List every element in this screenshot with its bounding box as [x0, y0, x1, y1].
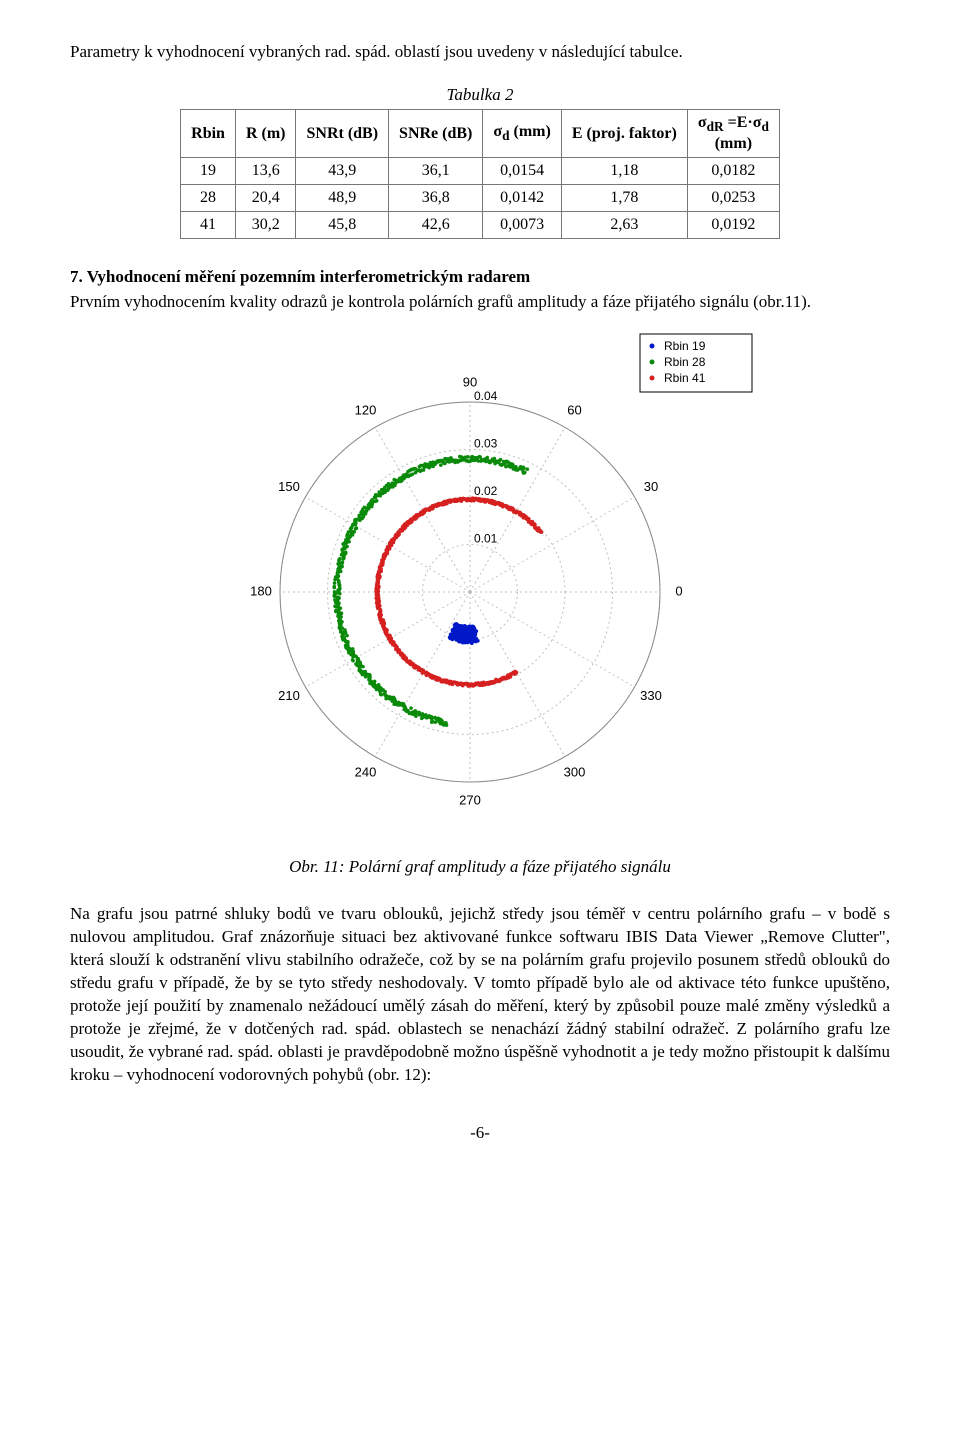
svg-text:60: 60 — [567, 403, 581, 418]
intro-paragraph: Parametry k vyhodnocení vybraných rad. s… — [70, 41, 890, 63]
table-row: 2820,448,936,80,01421,780,0253 — [181, 185, 780, 212]
table-cell: 48,9 — [296, 185, 389, 212]
col-rbin: Rbin — [181, 110, 236, 158]
col-snrt: SNRt (dB) — [296, 110, 389, 158]
table-cell: 1,78 — [561, 185, 687, 212]
svg-text:150: 150 — [278, 479, 300, 494]
svg-text:Rbin 28: Rbin 28 — [664, 355, 706, 369]
table-cell: 42,6 — [389, 212, 483, 239]
col-e-proj: E (proj. faktor) — [561, 110, 687, 158]
svg-text:30: 30 — [644, 479, 658, 494]
svg-text:0: 0 — [675, 584, 682, 599]
svg-text:Rbin 41: Rbin 41 — [664, 371, 706, 385]
table-cell: 0,0073 — [483, 212, 561, 239]
page-number: -6- — [70, 1123, 890, 1143]
svg-text:270: 270 — [459, 793, 481, 808]
table-cell: 43,9 — [296, 158, 389, 185]
svg-text:120: 120 — [355, 403, 377, 418]
col-snre: SNRe (dB) — [389, 110, 483, 158]
svg-text:330: 330 — [640, 688, 662, 703]
svg-text:Rbin 19: Rbin 19 — [664, 339, 706, 353]
discussion-paragraph: Na grafu jsou patrné shluky bodů ve tvar… — [70, 903, 890, 1087]
table-row: 1913,643,936,10,01541,180,0182 — [181, 158, 780, 185]
table-row: 4130,245,842,60,00732,630,0192 — [181, 212, 780, 239]
col-sigma-dr: σdR =E·σd(mm) — [687, 110, 779, 158]
section7-heading: 7. Vyhodnocení měření pozemním interfero… — [70, 267, 890, 287]
table-cell: 0,0253 — [687, 185, 779, 212]
svg-text:0.02: 0.02 — [474, 484, 498, 498]
svg-text:210: 210 — [278, 688, 300, 703]
table-cell: 36,8 — [389, 185, 483, 212]
table-cell: 0,0142 — [483, 185, 561, 212]
table-cell: 13,6 — [235, 158, 296, 185]
figure-caption: Obr. 11: Polární graf amplitudy a fáze p… — [70, 857, 890, 877]
table-cell: 19 — [181, 158, 236, 185]
table-cell: 45,8 — [296, 212, 389, 239]
svg-text:180: 180 — [250, 584, 272, 599]
col-sigma-d: σd (mm) — [483, 110, 561, 158]
col-r: R (m) — [235, 110, 296, 158]
table-cell: 20,4 — [235, 185, 296, 212]
polar-figure: 0 30 60 90 120 150 180 210 240 270 300 330 0.01 0.02 0… — [70, 326, 890, 851]
table-cell: 2,63 — [561, 212, 687, 239]
table-header-row: Rbin R (m) SNRt (dB) SNRe (dB) σd (mm) E… — [181, 110, 780, 158]
table-cell: 28 — [181, 185, 236, 212]
svg-text:90: 90 — [463, 375, 477, 390]
table-cell: 30,2 — [235, 212, 296, 239]
svg-text:300: 300 — [564, 765, 586, 780]
section7-body: Prvním vyhodnocením kvality odrazů je ko… — [70, 291, 890, 314]
table-cell: 36,1 — [389, 158, 483, 185]
svg-text:0.03: 0.03 — [474, 437, 498, 451]
svg-text:0.04: 0.04 — [474, 389, 498, 403]
table-cell: 1,18 — [561, 158, 687, 185]
table-cell: 0,0154 — [483, 158, 561, 185]
table-cell: 0,0192 — [687, 212, 779, 239]
page-container: Parametry k vyhodnocení vybraných rad. s… — [0, 0, 960, 1183]
table-caption: Tabulka 2 — [70, 85, 890, 105]
svg-text:0.01: 0.01 — [474, 532, 498, 546]
table-cell: 41 — [181, 212, 236, 239]
table-cell: 0,0182 — [687, 158, 779, 185]
parameter-table: Rbin R (m) SNRt (dB) SNRe (dB) σd (mm) E… — [180, 109, 780, 239]
svg-text:240: 240 — [355, 765, 377, 780]
